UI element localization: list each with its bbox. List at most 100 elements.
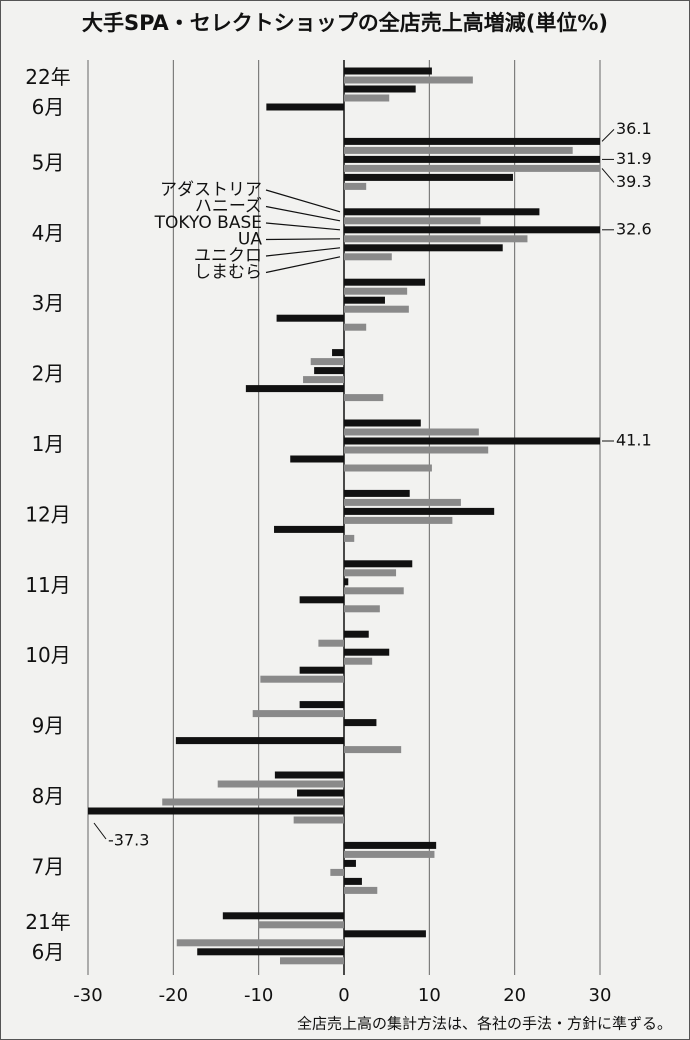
x-tick-label: 20 [503,985,526,1006]
value-label: 32.6 [616,219,652,238]
bar [344,841,437,849]
bar [274,525,344,533]
bar [344,516,453,524]
chart-title: 大手SPA・セレクトショップの全店売上高増減(単位%) [82,11,608,35]
bar [344,76,473,84]
bar [222,912,344,920]
bar [344,217,481,225]
bar [344,560,413,568]
bar [344,244,503,252]
legend-label: ハニーズ [195,197,262,217]
x-tick-label: 0 [338,985,349,1006]
bar [162,798,344,806]
bar [344,446,489,454]
bar [344,85,416,93]
legend-leader [265,256,341,274]
bar [332,349,344,357]
category-label: 8月 [32,784,65,808]
bar [299,666,344,674]
x-tick-label: -20 [159,985,188,1006]
legend-leader [265,238,341,241]
bar [344,569,397,577]
bar [245,385,344,393]
value-label: -37.3 [108,831,149,850]
bar [344,578,349,586]
bar [344,419,421,427]
bar [330,868,344,876]
bar [344,850,435,858]
bar [344,489,410,497]
bar [344,507,495,515]
bar [344,498,461,506]
bar [344,67,432,75]
footnote: 全店売上高の集計方法は、各社の手法・方針に準ずる。 [297,1015,672,1033]
category-label: 7月 [32,854,65,878]
legend-leader [265,222,341,231]
bar [344,930,426,938]
value-label: 41.1 [616,431,652,450]
bar [344,305,409,313]
bar [344,296,385,304]
bar [344,648,390,656]
bar [260,675,344,683]
bar [344,182,367,190]
bar [217,780,344,788]
x-tick-label: 10 [418,985,441,1006]
bar [344,630,369,638]
category-label: 12月 [25,502,70,526]
bar [310,358,344,366]
bar [344,146,573,154]
bar [344,719,377,727]
leader-line [601,168,615,183]
bar [344,208,540,216]
legend-leader [265,205,341,222]
value-label: 31.9 [616,149,652,168]
category-label: 4月 [32,220,65,244]
bar [344,164,600,172]
category-label: 3月 [32,291,65,315]
category-label: 11月 [25,572,70,596]
bar [344,587,404,595]
bar [252,710,344,718]
legend-leader [265,247,341,257]
bar [344,94,390,102]
category-label: 10月 [25,643,70,667]
bar [276,314,344,322]
category-label: 1月 [32,432,65,456]
value-label: 36.1 [616,119,652,138]
bar [344,886,378,894]
bar [344,877,362,885]
bar [175,737,344,745]
legend-label: ユニクロ [194,246,262,266]
x-tick-label: -10 [244,985,273,1006]
value-label: 39.3 [616,172,652,191]
bar [344,605,380,613]
bar [344,235,528,243]
bar [344,657,373,665]
bar [344,323,367,331]
bar [280,957,344,965]
leader-line [601,129,615,142]
bar [344,437,600,445]
bar [266,103,344,111]
bar [176,939,344,947]
bar [344,253,392,261]
bar [344,859,356,867]
bar [314,367,344,375]
bar [344,428,479,436]
legend-label: しまむら [194,263,262,283]
x-tick-label: -30 [73,985,102,1006]
bar [197,948,344,956]
bar [297,789,344,797]
bar [344,278,426,286]
bar [303,376,344,384]
bar [274,771,344,779]
bar [344,287,408,295]
bar [318,639,344,647]
category-label: 5月 [32,150,65,174]
bar [299,701,344,709]
bar [290,455,344,463]
bar [88,807,345,815]
category-label: 2月 [32,361,65,385]
